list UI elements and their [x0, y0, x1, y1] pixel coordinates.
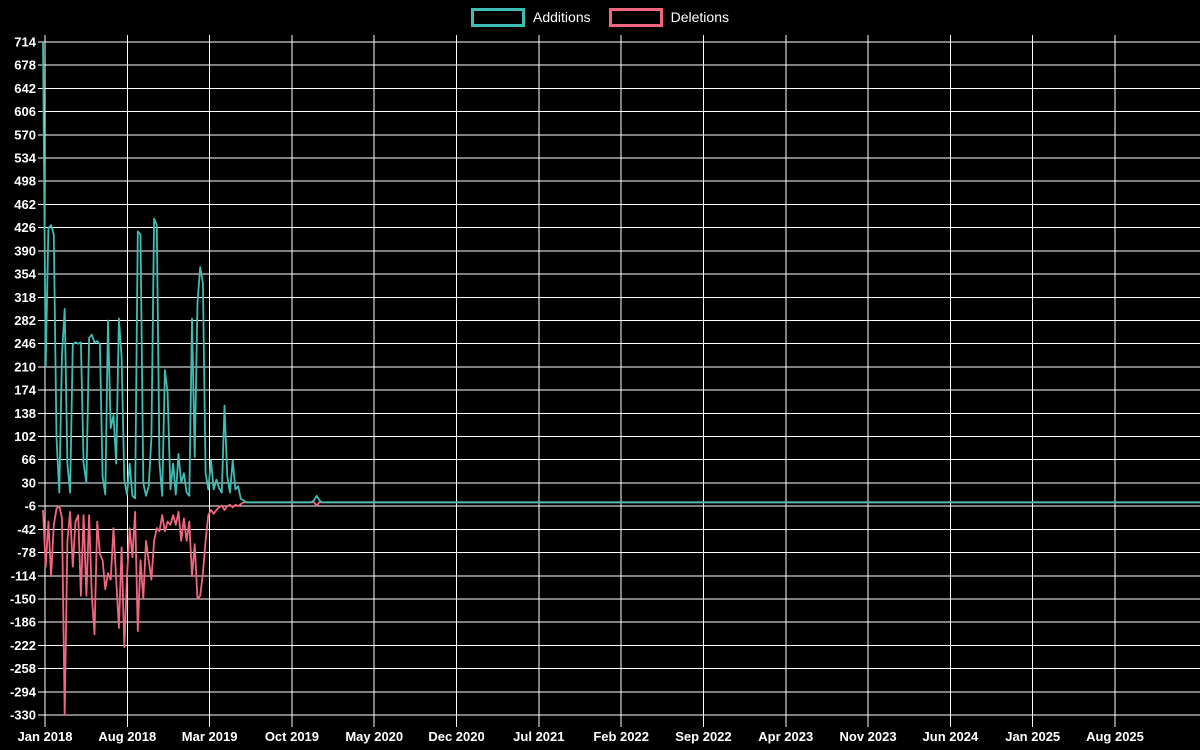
y-tick-label: -258 [10, 661, 36, 676]
x-tick-label: Apr 2023 [758, 729, 813, 744]
y-tick-label: 534 [14, 151, 36, 166]
x-tick-label: Jan 2018 [18, 729, 73, 744]
y-tick-label: 462 [14, 197, 36, 212]
y-tick-label: -330 [10, 708, 36, 723]
y-tick-label: -6 [24, 499, 36, 514]
y-tick-label: 642 [14, 81, 36, 96]
y-tick-label: 354 [14, 267, 36, 282]
additions-line [42, 41, 1200, 504]
x-tick-label: Dec 2020 [428, 729, 484, 744]
x-tick-label: Jul 2021 [513, 729, 564, 744]
x-tick-label: Sep 2022 [675, 729, 731, 744]
y-tick-label: 30 [22, 475, 36, 490]
y-tick-label: 102 [14, 429, 36, 444]
y-tick-label: -42 [17, 522, 36, 537]
y-tick-label: 426 [14, 220, 36, 235]
x-tick-label: Feb 2022 [593, 729, 649, 744]
legend-label: Additions [533, 9, 591, 25]
y-tick-label: 246 [14, 336, 36, 351]
y-tick-label: -186 [10, 615, 36, 630]
x-tick-label: Jun 2024 [923, 729, 979, 744]
y-tick-label: 174 [14, 383, 36, 398]
x-tick-label: Nov 2023 [840, 729, 897, 744]
x-tick-label: Mar 2019 [182, 729, 238, 744]
y-tick-label: 66 [22, 452, 36, 467]
x-tick-label: May 2020 [345, 729, 403, 744]
y-tick-label: 318 [14, 290, 36, 305]
y-tick-label: 138 [14, 406, 36, 421]
legend-item-deletions[interactable]: Deletions [608, 7, 729, 27]
y-tick-label: -294 [10, 684, 37, 699]
chart-legend: Additions Deletions [0, 7, 1200, 27]
y-tick-label: 498 [14, 174, 36, 189]
deletions-swatch-icon [608, 7, 663, 27]
y-tick-label: 210 [14, 359, 36, 374]
y-tick-label: -114 [11, 568, 37, 583]
x-tick-label: Aug 2025 [1086, 729, 1144, 744]
legend-label: Deletions [670, 9, 729, 25]
x-tick-label: Aug 2018 [98, 729, 156, 744]
x-tick-label: Jan 2025 [1005, 729, 1060, 744]
y-tick-label: -78 [17, 545, 36, 560]
legend-item-additions[interactable]: Additions [471, 7, 591, 27]
y-tick-label: 714 [14, 35, 36, 50]
x-tick-label: Oct 2019 [265, 729, 319, 744]
additions-swatch-icon [471, 7, 526, 27]
y-tick-label: -222 [10, 638, 36, 653]
y-tick-label: 570 [14, 127, 36, 142]
y-tick-label: 606 [14, 104, 36, 119]
y-tick-label: -150 [10, 591, 36, 606]
y-tick-label: 390 [14, 243, 36, 258]
y-tick-label: 678 [14, 58, 36, 73]
y-tick-label: 282 [14, 313, 36, 328]
